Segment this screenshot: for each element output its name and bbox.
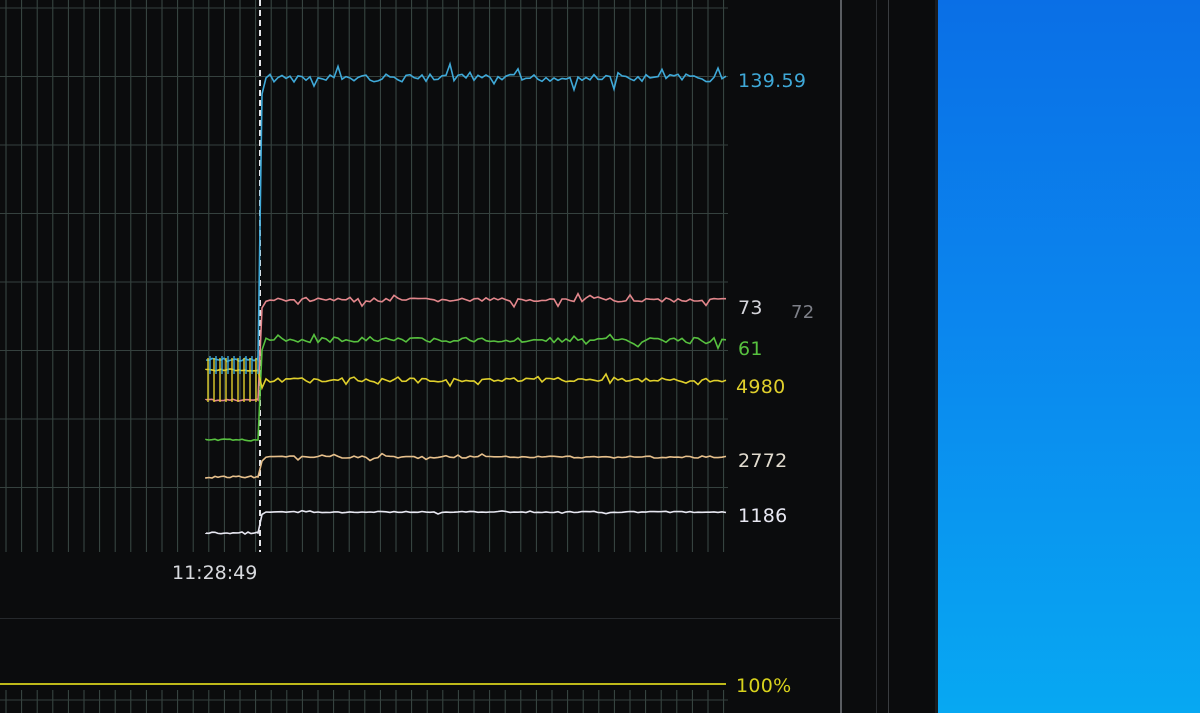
series-line-2: [205, 332, 727, 442]
desktop-background: [938, 0, 1200, 713]
series-value-label-0: 139.59: [738, 70, 807, 92]
series-line-5: [205, 509, 727, 535]
time-marker-label: 11:28:49: [172, 562, 258, 584]
series-value-label-1: 73: [738, 297, 763, 319]
series-value-label-3: 4980: [736, 376, 786, 398]
series-line-0: [205, 61, 727, 363]
secondary-value-label: 72: [791, 302, 815, 323]
series-line-3: [205, 368, 727, 391]
panel-divider: [888, 0, 889, 713]
bottom-series-value-label: 100%: [736, 675, 792, 697]
series-value-label-5: 1186: [738, 505, 788, 527]
panel-divider: [840, 0, 842, 713]
series-value-label-2: 61: [738, 338, 763, 360]
graph-separator: [0, 618, 840, 619]
monitor-bezel-edge: [935, 0, 938, 713]
monitoring-graph-panel: 139.59 73 72 61 4980 2772 1186 100% 11:2…: [0, 0, 938, 713]
sensor-line-chart: [0, 0, 728, 713]
series-line-1: [205, 291, 726, 402]
series-value-label-4: 2772: [738, 450, 788, 472]
series-line-4: [205, 452, 727, 479]
panel-divider: [876, 0, 877, 713]
